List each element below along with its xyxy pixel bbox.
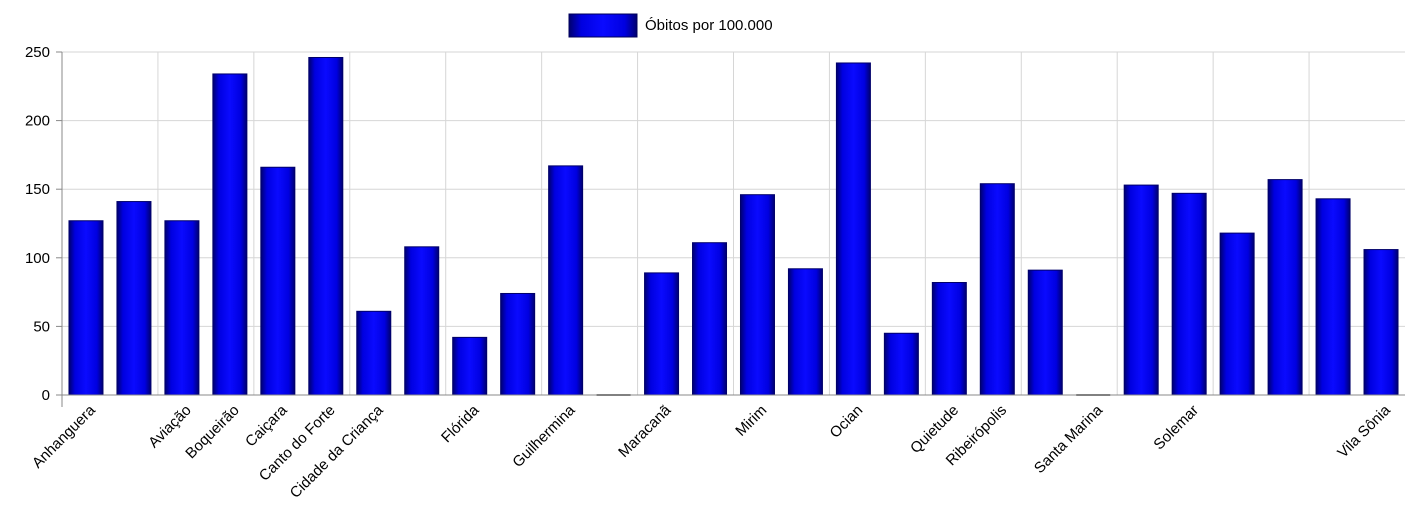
y-tick-label: 150 [25, 181, 50, 198]
axes: 0 50 100 150 200 250 [25, 44, 1405, 407]
bar [1123, 184, 1159, 396]
category-label: Caiçara [242, 401, 291, 450]
bar [308, 56, 344, 396]
bar [500, 292, 536, 396]
bar [356, 310, 392, 396]
category-label: Ocian [827, 402, 867, 442]
bar [692, 242, 728, 396]
y-tick-label: 100 [25, 250, 50, 267]
bar [883, 332, 919, 396]
category-label: Mirim [732, 402, 770, 440]
bar [1219, 232, 1255, 396]
bar [548, 165, 584, 396]
category-label: Solemar [1150, 402, 1202, 454]
category-label: Cidade da Criança [287, 401, 387, 501]
legend-swatch [568, 13, 638, 38]
bar [1363, 249, 1399, 396]
category-label: Maracanã [615, 401, 675, 461]
bar [1315, 198, 1351, 396]
bar [644, 272, 680, 396]
y-tick-label: 50 [33, 318, 50, 335]
bars [68, 56, 1399, 396]
category-label: Anhanguera [29, 401, 99, 471]
category-label: Flórida [438, 401, 483, 446]
bar [787, 268, 823, 396]
legend-label: Óbitos por 100.000 [645, 17, 773, 34]
bar [164, 220, 200, 396]
bar [68, 220, 104, 396]
bar [931, 281, 967, 396]
category-label: Guilhermina [509, 401, 579, 471]
bar [116, 201, 152, 396]
bar [452, 336, 488, 396]
chart-legend: Óbitos por 100.000 [568, 13, 773, 38]
bar [1171, 192, 1207, 396]
category-label: Vila Sônia [1334, 401, 1394, 461]
y-tick-label: 0 [42, 387, 50, 404]
category-label: Santa Marina [1031, 401, 1107, 477]
bar [739, 194, 775, 396]
bar [212, 73, 248, 396]
bar [979, 183, 1015, 396]
y-tick-label: 250 [25, 44, 50, 61]
bar [835, 62, 871, 396]
bar [404, 246, 440, 396]
bar [1267, 179, 1303, 396]
y-tick-label: 200 [25, 113, 50, 130]
bar [260, 166, 296, 396]
bar [1027, 269, 1063, 396]
